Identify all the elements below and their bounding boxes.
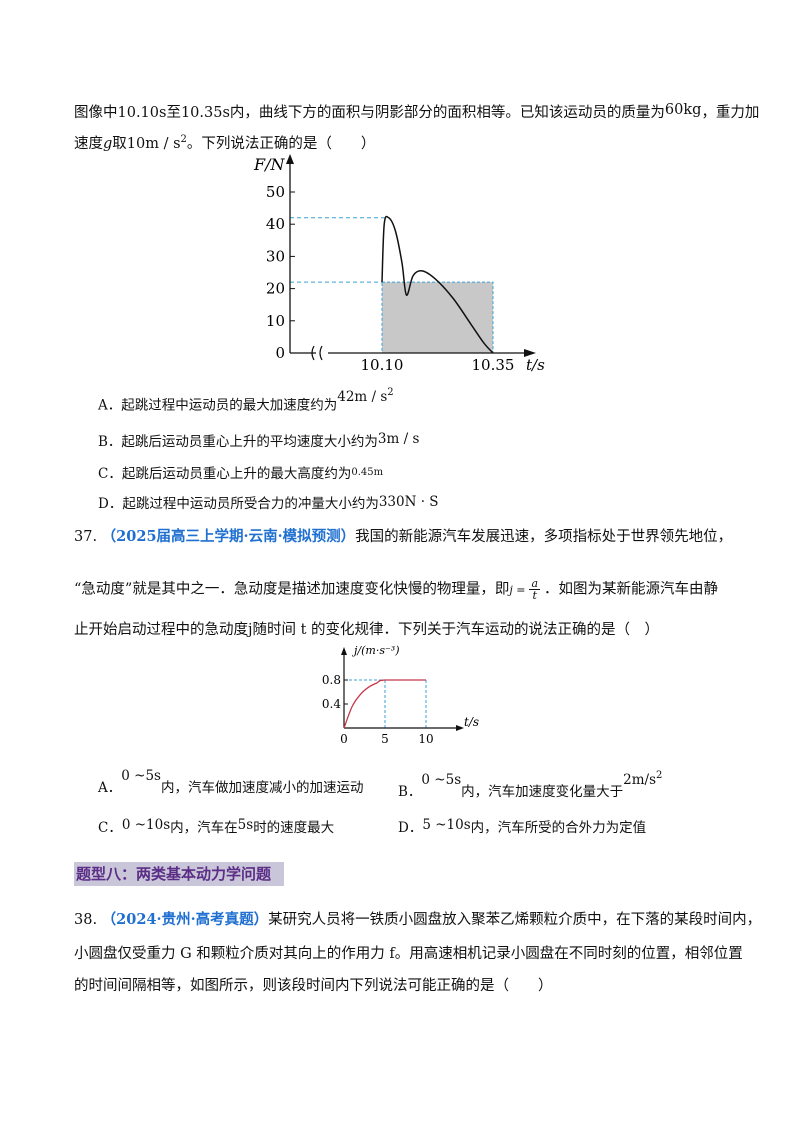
q36-intro-line1: 图像中10.10s至10.35s内，曲线下方的面积与阴影部分的面积相等。已知该运… bbox=[74, 100, 759, 123]
q36-mass: 60kg bbox=[664, 102, 702, 118]
axis-break-mark bbox=[311, 345, 315, 361]
force-time-chart: 0 10 20 30 40 50 10.10 10.35 F/N t/s bbox=[253, 154, 545, 374]
q38-text-3: 的时间间隔相等，如图所示，则该段时间内下列说法可能正确的是（ ） bbox=[74, 978, 553, 994]
force-curve bbox=[381, 215, 494, 354]
x-axis-label: t/s bbox=[526, 356, 545, 374]
q37-text-3: 止开始启动过程中的急动度j随时间 t 的变化规律．下列关于汽车运动的说法正确的是… bbox=[74, 622, 660, 638]
x-axis-arrow bbox=[456, 725, 464, 731]
q37-d-label: D． bbox=[398, 820, 423, 836]
q36-g-symbol: g bbox=[103, 135, 113, 152]
q36-intro-text: 图像中10.10s至10.35s内，曲线下方的面积与阴影部分的面积相等。已知该运… bbox=[74, 105, 665, 121]
section-heading: 题型八：两类基本动力学问题 bbox=[74, 862, 284, 886]
jerk-time-chart: 0.4 0.8 0 5 10 j/(m·s⁻³) t/s bbox=[322, 644, 479, 746]
y-tick-label: 0 bbox=[275, 344, 285, 362]
y-axis-arrow bbox=[341, 647, 347, 655]
y-tick-label: 0.8 bbox=[322, 673, 341, 687]
q37-d-range: 5 ~10s bbox=[422, 817, 471, 833]
y-axis-arrow bbox=[286, 154, 294, 164]
q37-c-mid: 5s bbox=[237, 817, 254, 833]
option-b-value: 3m / s bbox=[377, 431, 420, 447]
y-tick-label: 10 bbox=[266, 312, 285, 330]
x-tick-label: 5 bbox=[381, 732, 389, 746]
q37-line3: 止开始启动过程中的急动度j随时间 t 的变化规律．下列关于汽车运动的说法正确的是… bbox=[74, 620, 659, 640]
q36-option-d[interactable]: D．起跳过程中运动员所受合力的冲量大小约为330N · S bbox=[98, 494, 439, 514]
option-d-text: D．起跳过程中运动员所受合力的冲量大小约为 bbox=[98, 496, 379, 512]
q36-intro-line2: 速度g取10m / s2。下列说法正确的是（ ） bbox=[74, 130, 375, 154]
q37-c-range: 0 ~10s bbox=[121, 817, 171, 833]
q37-formula-lhs: j = bbox=[509, 583, 526, 597]
y-axis-label: j/(m·s⁻³) bbox=[351, 644, 400, 657]
q37-option-d[interactable]: D．5 ~10s内，汽车所受的合外力为定值 bbox=[398, 817, 647, 838]
option-b-text: B．起跳后运动员重心上升的平均速度大小约为 bbox=[98, 434, 378, 450]
q37-b-exp: 2 bbox=[656, 770, 663, 781]
q37-c-text-b: 时的速度最大 bbox=[253, 820, 335, 836]
q38-line1: 38. （2024·贵州·高考真题）某研究人员将一铁质小圆盘放入聚苯乙烯颗粒介质… bbox=[74, 910, 761, 930]
q37-a-text: 内，汽车做加速度减小的加速运动 bbox=[160, 780, 364, 796]
x-tick-label: 10.35 bbox=[472, 356, 515, 374]
q36-g-exp: 2 bbox=[180, 134, 187, 145]
q37-b-label: B． bbox=[398, 783, 422, 800]
x-axis-arrow bbox=[524, 349, 536, 357]
q37-c-text-a: 内，汽车在 bbox=[170, 820, 238, 836]
y-tick-label: 50 bbox=[266, 183, 285, 201]
y-tick-label: 40 bbox=[266, 215, 285, 233]
q37-option-c[interactable]: C．0 ~10s内，汽车在5s时的速度最大 bbox=[98, 817, 335, 838]
option-d-value: 330N · S bbox=[378, 494, 439, 510]
q36-option-b[interactable]: B．起跳后运动员重心上升的平均速度大小约为3m / s bbox=[98, 431, 420, 452]
q38-line2: 小圆盘仅受重力 G 和颗粒介质对其向上的作用力 f。用高速相机记录小圆盘在不同时… bbox=[74, 944, 743, 964]
q38-text-1: 某研究人员将一铁质小圆盘放入聚苯乙烯颗粒介质中，在下落的某段时间内， bbox=[268, 912, 762, 928]
q37-text-2b: ．如图为某新能源汽车由静 bbox=[544, 581, 719, 598]
q38-number: 38. bbox=[74, 912, 98, 928]
q36-option-c[interactable]: C．起跳后运动员重心上升的最大高度约为0.45m bbox=[98, 464, 383, 486]
q36-g-value: 取10m / s bbox=[112, 135, 181, 152]
q37-option-b[interactable]: B．0 ~5s内，汽车加速度变化量大于2m/s2 bbox=[398, 770, 663, 800]
q36-intro-tail: ，重力加 bbox=[701, 105, 760, 121]
q37-a-range: 0 ~5s bbox=[121, 768, 161, 784]
axis-break-mark bbox=[319, 345, 323, 361]
q37-number: 37. bbox=[74, 529, 98, 545]
q37-b-text: 内，汽车加速度变化量大于 bbox=[461, 783, 624, 800]
q37-line2: “急动度”就是其中之一．急动度是描述加速度变化快慢的物理量，即j = a t ．如图为… bbox=[74, 578, 718, 601]
option-c-text: C．起跳后运动员重心上升的最大高度约为 bbox=[98, 466, 352, 482]
y-tick-label: 20 bbox=[266, 280, 285, 298]
option-a-value: 42m / s bbox=[337, 388, 388, 405]
q38-text-2: 小圆盘仅受重力 G 和颗粒介质对其向上的作用力 f。用高速相机记录小圆盘在不同时… bbox=[74, 946, 743, 962]
x-axis-label: t/s bbox=[464, 715, 479, 729]
q37-line1: 37. （2025届高三上学期·云南·模拟预测）我国的新能源汽车发展迅速，多项指… bbox=[74, 527, 732, 547]
q37-text-1: 我国的新能源汽车发展迅速，多项指标处于世界领先地位， bbox=[355, 529, 733, 545]
q37-b-range: 0 ~5s bbox=[421, 771, 462, 788]
y-tick-label: 30 bbox=[266, 247, 285, 265]
y-axis-label: F/N bbox=[253, 155, 285, 174]
q36-text-c: 。下列说法正确的是（ ） bbox=[186, 135, 376, 152]
x-tick-label: 10.10 bbox=[361, 356, 404, 374]
x-tick-label: 0 bbox=[340, 732, 348, 746]
option-a-text: A．起跳过程中运动员的最大加速度约为 bbox=[98, 397, 338, 414]
q37-option-a[interactable]: A．0 ~5s内，汽车做加速度减小的加速运动 bbox=[98, 768, 363, 796]
q37-source-tag[interactable]: （2025届高三上学期·云南·模拟预测） bbox=[101, 528, 356, 545]
q37-formula-num: a bbox=[529, 577, 541, 590]
option-a-exp: 2 bbox=[387, 387, 394, 398]
jerk-curve-rise bbox=[343, 679, 386, 729]
q36-option-a[interactable]: A．起跳过程中运动员的最大加速度约为42m / s2 bbox=[98, 387, 394, 416]
q38-source-tag[interactable]: （2024·贵州·高考真题） bbox=[101, 911, 269, 928]
q37-b-value: 2m/s bbox=[623, 771, 657, 788]
q37-c-label: C． bbox=[98, 820, 122, 836]
q36-text-a: 速度 bbox=[74, 135, 103, 152]
y-tick-label: 0.4 bbox=[322, 697, 341, 711]
option-c-value: 0.45m bbox=[351, 467, 384, 478]
q38-line3: 的时间间隔相等，如图所示，则该段时间内下列说法可能正确的是（ ） bbox=[74, 976, 553, 996]
x-tick-label: 10 bbox=[418, 732, 433, 746]
q37-text-2a: “急动度”就是其中之一．急动度是描述加速度变化快慢的物理量，即 bbox=[74, 581, 510, 598]
q37-d-text: 内，汽车所受的合外力为定值 bbox=[470, 820, 647, 836]
q37-formula-den: t bbox=[532, 589, 537, 602]
shaded-area bbox=[381, 281, 494, 354]
q37-a-label: A． bbox=[98, 780, 122, 796]
